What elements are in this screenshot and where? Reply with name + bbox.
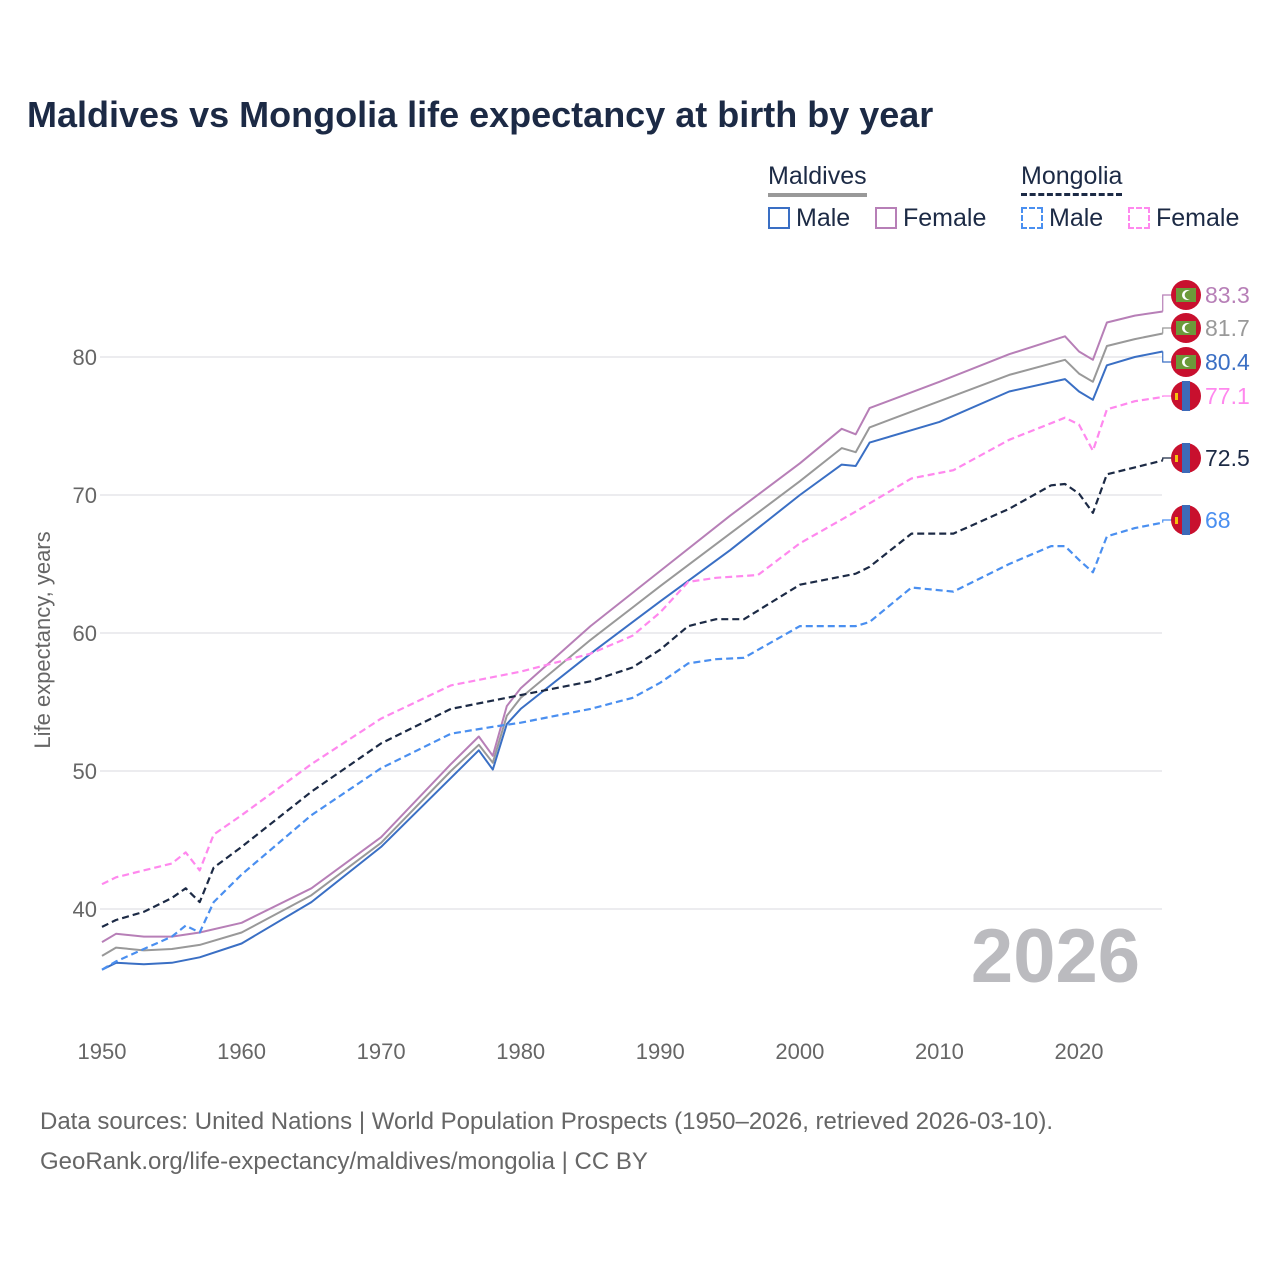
label-connector	[1162, 351, 1172, 363]
end-value-label: 77.1	[1205, 383, 1250, 409]
label-connector	[1162, 294, 1172, 312]
series-line-mongolia-female	[101, 395, 1163, 886]
label-connector	[1162, 519, 1172, 523]
legend-group-maldives: Maldives	[768, 162, 867, 197]
label-connector	[1162, 395, 1172, 398]
x-tick-label: 1970	[357, 1039, 406, 1064]
y-tick-label: 60	[73, 621, 97, 646]
flag-blue-stripe	[1182, 381, 1190, 411]
end-value-label: 83.3	[1205, 282, 1250, 308]
legend-swatch	[1021, 207, 1043, 229]
x-tick-label: 2010	[915, 1039, 964, 1064]
legend-label: Female	[1156, 204, 1240, 232]
flag-blue-stripe	[1182, 443, 1190, 473]
legend-label: Female	[903, 204, 987, 232]
y-tick-label: 50	[73, 759, 97, 784]
x-tick-label: 1950	[78, 1039, 127, 1064]
legend-mongolia-female[interactable]: Female	[1128, 204, 1239, 233]
series-line-mongolia-male	[101, 521, 1163, 971]
end-value-label: 80.4	[1205, 349, 1250, 375]
end-value-label: 81.7	[1205, 315, 1250, 341]
legend-label: Male	[1049, 204, 1104, 232]
series-line-maldives	[101, 332, 1163, 957]
x-tick-label: 2020	[1055, 1039, 1104, 1064]
legend-group-mongolia: Mongolia	[1021, 162, 1123, 196]
series-line-mongolia	[101, 459, 1163, 928]
legend-swatch	[768, 207, 790, 229]
source-line-2[interactable]: GeoRank.org/life-expectancy/maldives/mon…	[40, 1148, 648, 1175]
soyombo-icon	[1175, 517, 1178, 524]
legend-label: Male	[796, 204, 851, 232]
legend-swatch	[875, 207, 897, 229]
crescent-cut	[1184, 323, 1194, 333]
legend-maldives-female[interactable]: Female	[875, 204, 986, 233]
series-line-maldives-female	[101, 310, 1163, 943]
x-tick-label: 1960	[217, 1039, 266, 1064]
x-tick-label: 1990	[636, 1039, 685, 1064]
legend-mongolia-male[interactable]: Male	[1021, 204, 1103, 233]
label-connector	[1162, 327, 1172, 334]
x-tick-label: 2000	[775, 1039, 824, 1064]
end-value-label: 72.5	[1205, 445, 1250, 471]
chart-title: Maldives vs Mongolia life expectancy at …	[27, 94, 934, 135]
source-line-1: Data sources: United Nations | World Pop…	[40, 1108, 1054, 1135]
label-connector	[1162, 457, 1172, 461]
legend-maldives-male[interactable]: Male	[768, 204, 850, 233]
y-tick-label: 40	[73, 897, 97, 922]
year-watermark: 2026	[971, 914, 1140, 999]
flag-blue-stripe	[1182, 505, 1190, 535]
y-tick-label: 70	[73, 483, 97, 508]
soyombo-icon	[1175, 455, 1178, 462]
crescent-cut	[1184, 357, 1194, 367]
y-axis-label: Life expectancy, years	[30, 531, 55, 748]
legend-swatch	[1128, 207, 1150, 229]
end-value-label: 68	[1205, 507, 1231, 533]
x-tick-label: 1980	[496, 1039, 545, 1064]
y-tick-label: 80	[73, 345, 97, 370]
series-line-maldives-male	[101, 350, 1163, 971]
soyombo-icon	[1175, 393, 1178, 400]
crescent-cut	[1184, 290, 1194, 300]
